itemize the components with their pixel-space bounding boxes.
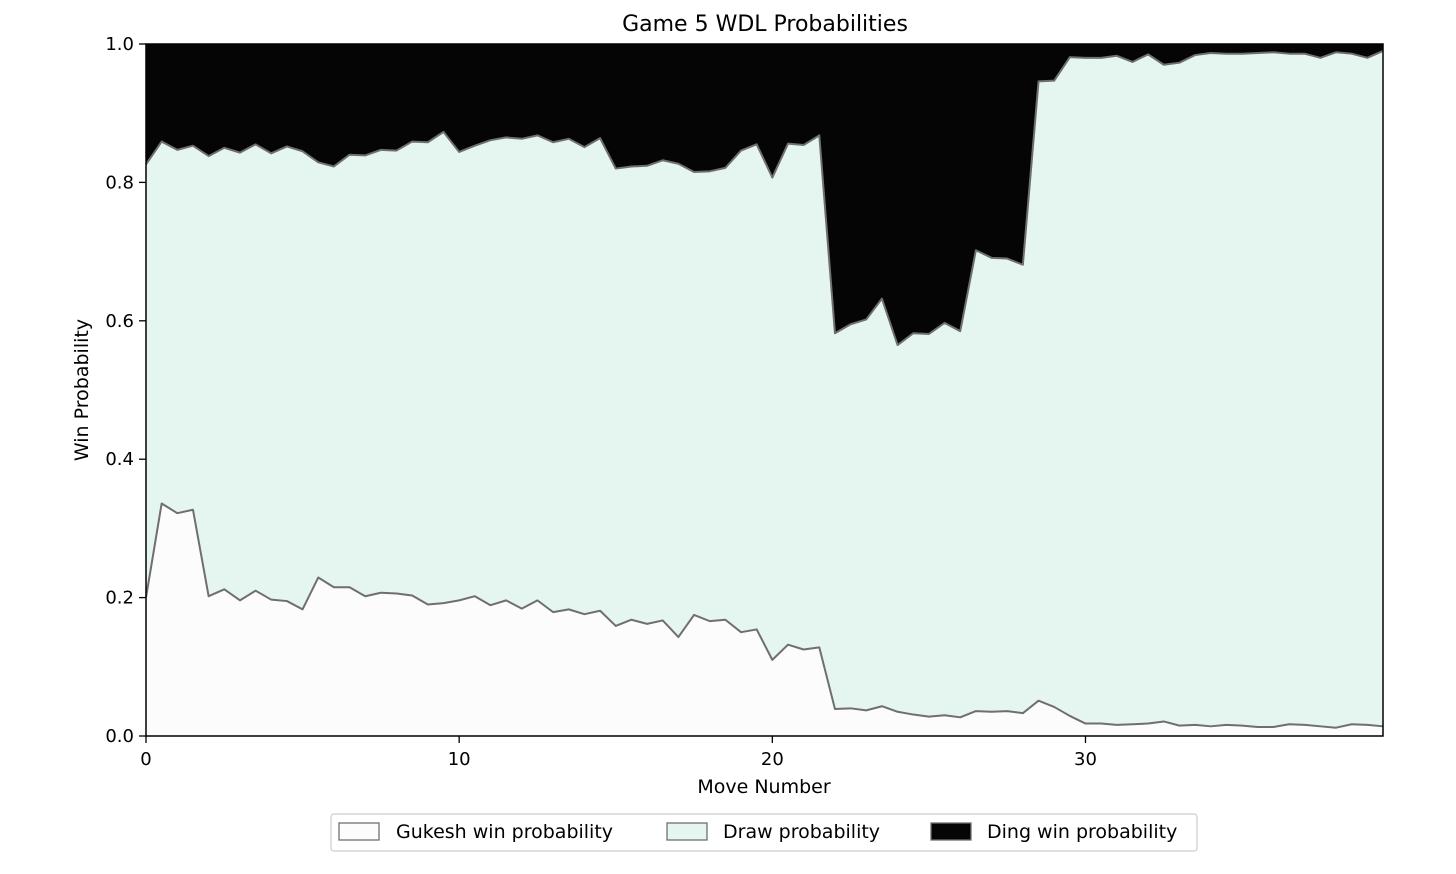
y-tick-label: 1.0 <box>105 34 134 55</box>
y-tick-label: 0.0 <box>105 726 134 747</box>
legend-label-draw: Draw probability <box>723 821 880 843</box>
plot-area <box>145 44 1384 736</box>
area-draw <box>146 50 1383 728</box>
legend-label-gukesh: Gukesh win probability <box>396 821 613 843</box>
legend-swatch-draw <box>666 822 708 841</box>
y-tick-label: 0.6 <box>105 311 134 332</box>
y-tick-label: 0.4 <box>105 449 134 470</box>
area-gukesh <box>146 503 1383 736</box>
y-axis: 0.0 0.2 0.4 0.6 0.8 1.0 <box>105 34 146 747</box>
y-axis-title: Win Probability <box>71 319 93 461</box>
x-axis: 0 10 20 30 <box>140 736 1097 770</box>
boundary-line-draw <box>145 50 1384 347</box>
legend-box <box>330 813 1198 852</box>
x-tick-label: 20 <box>761 749 784 770</box>
boundary-line-gukesh <box>145 502 1384 729</box>
legend-swatch-gukesh <box>338 822 380 841</box>
chart-title: Game 5 WDL Probabilities <box>622 12 908 37</box>
y-tick-label: 0.2 <box>105 588 134 609</box>
legend-swatch-ding <box>930 822 972 841</box>
area-ding <box>146 44 1383 346</box>
x-tick-label: 0 <box>140 749 151 770</box>
plot-frame <box>145 43 1384 737</box>
x-axis-title: Move Number <box>697 776 831 798</box>
legend-label-ding: Ding win probability <box>987 821 1177 843</box>
x-tick-label: 10 <box>448 749 471 770</box>
x-tick-label: 30 <box>1074 749 1097 770</box>
legend: Gukesh win probability Draw probability … <box>330 813 1198 852</box>
y-tick-label: 0.8 <box>105 172 134 193</box>
